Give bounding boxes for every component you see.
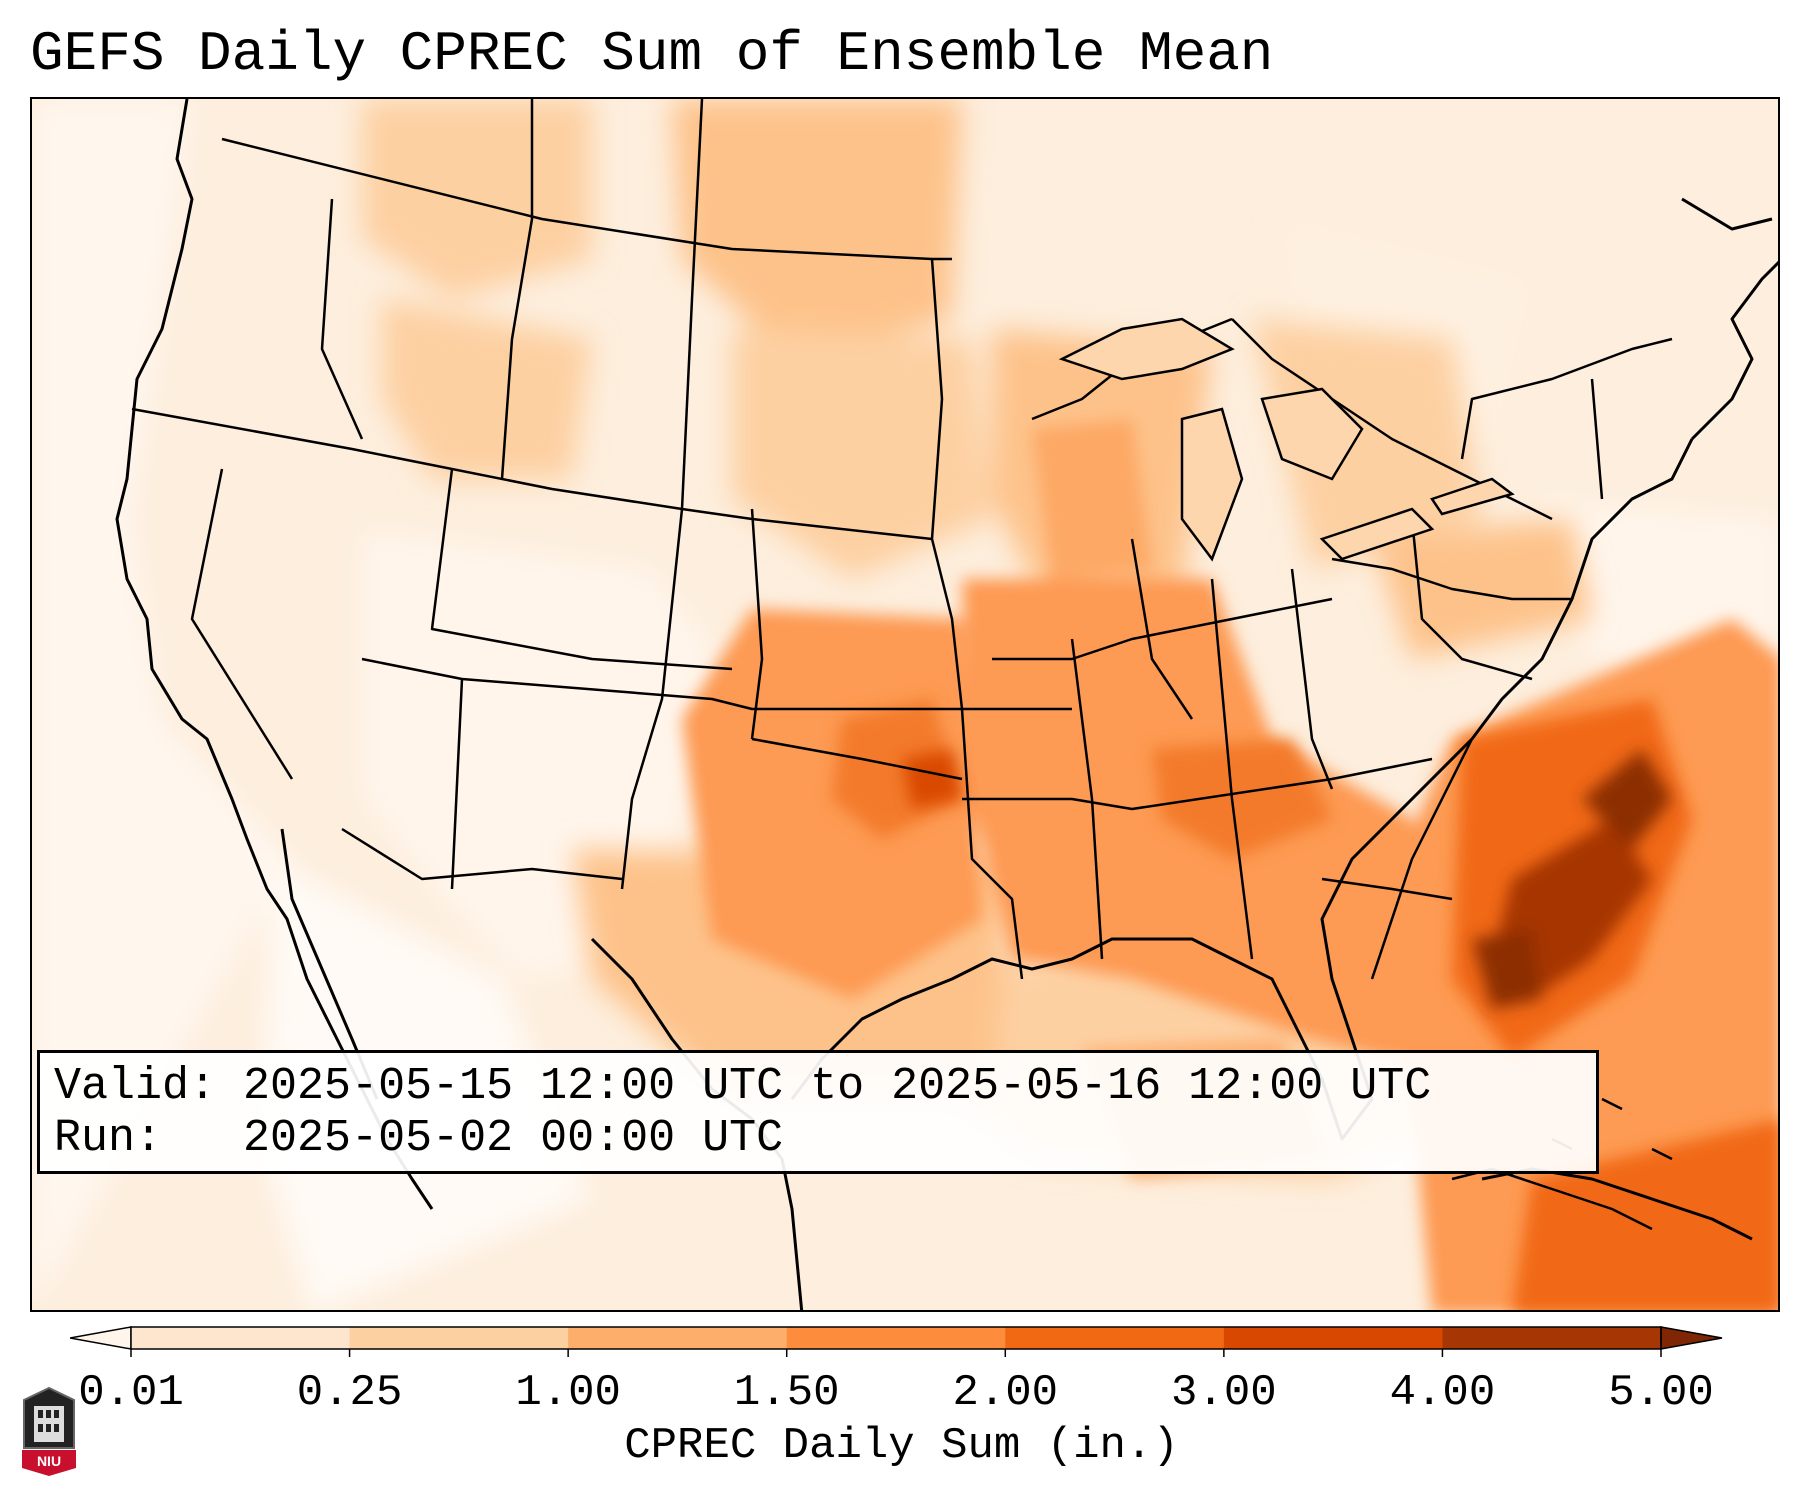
colorbar-label: CPREC Daily Sum (in.): [624, 1421, 1179, 1471]
colorbar-tick-label: 1.00: [515, 1368, 621, 1418]
colorbar-tick-label: 5.00: [1608, 1368, 1714, 1418]
colorbar-extend-max: [1660, 1326, 1723, 1350]
niu-logo-icon: NIU: [22, 1386, 76, 1476]
colorbar-tick-label: 4.00: [1390, 1368, 1496, 1418]
colorbar-segment: [786, 1327, 1006, 1349]
colorbar-ticks: 0.01 0.25 1.00 1.50 2.00 3.00 4.00 5.00: [78, 1349, 1714, 1418]
run-value: 2025-05-02 00:00 UTC: [243, 1113, 784, 1164]
colorbar-extend-min: [70, 1326, 132, 1350]
precip-extreme-areas: [902, 749, 1672, 1009]
colorbar-tick-label: 1.50: [734, 1368, 840, 1418]
great-lakes: [1058, 317, 1515, 562]
valid-label: Valid:: [54, 1061, 217, 1112]
colorbar-segment: [1005, 1327, 1225, 1349]
colorbar-segment: [1223, 1327, 1443, 1349]
valid-run-info-box: Valid: 2025-05-15 12:00 UTC to 2025-05-1…: [37, 1050, 1599, 1174]
colorbar-segment: [131, 1327, 351, 1349]
colorbar-segments: [70, 1326, 1723, 1350]
colorbar-tick-label: 3.00: [1171, 1368, 1277, 1418]
valid-value: 2025-05-15 12:00 UTC to 2025-05-16 12:00…: [243, 1061, 1432, 1112]
colorbar-segment: [1442, 1327, 1662, 1349]
colorbar-segment: [568, 1327, 788, 1349]
colorbar-tick-label: 2.00: [952, 1368, 1058, 1418]
colorbar: 0.01 0.25 1.00 1.50 2.00 3.00 4.00 5.00: [70, 1326, 1723, 1418]
run-label: Run:: [54, 1113, 163, 1164]
logo-text: NIU: [37, 1453, 61, 1469]
colorbar-outline: [130, 1326, 1662, 1350]
colorbar-segment: [349, 1327, 569, 1349]
colorbar-tick-label: 0.01: [78, 1368, 184, 1418]
colorbar-tick-label: 0.25: [297, 1368, 403, 1418]
map-title: GEFS Daily CPREC Sum of Ensemble Mean: [30, 22, 1274, 86]
